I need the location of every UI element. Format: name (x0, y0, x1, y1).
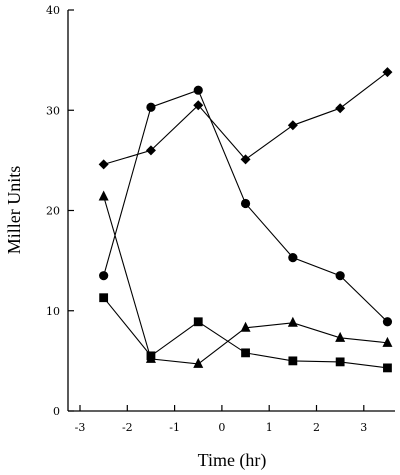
data-point-square (193, 317, 203, 327)
data-point-circle (240, 198, 251, 209)
data-point-diamond (98, 159, 109, 170)
series-square-line (103, 297, 388, 369)
data-point-square (146, 351, 156, 361)
data-point-diamond (193, 100, 204, 111)
data-point-square (99, 293, 109, 303)
data-point-triangle (382, 336, 393, 347)
data-point-diamond (287, 120, 298, 131)
x-tick-label: -2 (122, 421, 133, 434)
data-point-diamond (145, 145, 156, 156)
data-point-triangle (335, 331, 346, 342)
data-point-circle (288, 253, 298, 263)
data-point-circle (99, 271, 109, 281)
data-point-circle (335, 271, 345, 281)
y-axis-ticks: 0 10 20 30 40 (46, 4, 74, 418)
data-point-circle (193, 85, 203, 95)
data-point-diamond (382, 67, 393, 78)
x-axis-ticks: -3-2-101234 (75, 405, 367, 434)
y-tick-label: 20 (46, 205, 60, 218)
data-point-square (241, 348, 250, 358)
y-axis-title: Miller Units (4, 166, 24, 255)
y-tick-label: 10 (46, 305, 60, 318)
data-point-diamond (335, 103, 346, 114)
data-point-triangle (98, 190, 109, 201)
series-layer (98, 67, 393, 373)
data-point-circle (382, 317, 393, 327)
x-tick-label: -3 (75, 421, 86, 434)
data-point-square (383, 363, 392, 373)
x-tick-label: 2 (313, 421, 320, 434)
plot-frame (67, 10, 395, 412)
y-tick-label: 40 (46, 4, 60, 17)
data-point-diamond (240, 154, 251, 165)
x-tick-label: -1 (169, 421, 180, 434)
data-point-triangle (287, 316, 298, 327)
data-point-square (288, 356, 298, 366)
x-tick-label: 3 (360, 421, 367, 434)
data-point-circle (146, 102, 156, 112)
x-tick-label: 0 (218, 421, 225, 434)
data-point-square (335, 357, 345, 367)
y-tick-label: 30 (46, 104, 60, 117)
x-tick-label: 1 (266, 421, 273, 434)
data-point-triangle (240, 321, 251, 332)
data-point-triangle (193, 357, 204, 368)
x-axis-title: Time (hr) (198, 450, 267, 471)
y-tick-label: 0 (53, 405, 60, 418)
